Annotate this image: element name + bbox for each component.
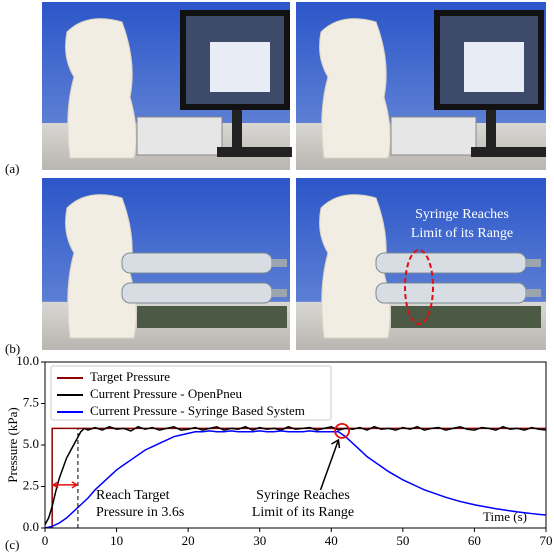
legend-label: Current Pressure - OpenPneu	[90, 386, 242, 401]
y-axis-label: Pressure (kPa)	[5, 407, 20, 482]
photo-syringe	[376, 283, 526, 303]
photo-plunger	[272, 289, 287, 297]
photo-syringe	[376, 253, 526, 273]
legend-label: Target Pressure	[90, 369, 170, 384]
photo-board	[137, 306, 287, 328]
photo-plunger	[526, 289, 541, 297]
photo-stand	[486, 110, 496, 150]
x-tick-label: 30	[253, 533, 266, 548]
annotation-arrow	[321, 440, 340, 490]
x-tick-label: 50	[396, 533, 409, 548]
panel-label: (c)	[5, 537, 19, 552]
photo-syringe	[122, 283, 272, 303]
photo-plunger	[272, 259, 287, 267]
x-axis-label: Time (s)	[483, 509, 527, 524]
annotation-circle	[335, 424, 349, 438]
photo-device	[137, 117, 222, 155]
annotation-text: Limit of its Range	[252, 505, 354, 520]
panel-label: (a)	[5, 161, 19, 176]
photo-base	[217, 147, 292, 157]
y-tick-label: 2.5	[23, 477, 39, 492]
annotation-text: Pressure in 3.6s	[96, 505, 184, 520]
x-tick-label: 60	[468, 533, 481, 548]
x-tick-label: 20	[182, 533, 195, 548]
chart: 0.0 2.5 5.0 7.5 10.0 0 10 20 30 40 50 60 70 Pressure …	[5, 353, 553, 548]
photo-stand	[232, 110, 242, 150]
photo-board	[391, 306, 541, 328]
x-tick-label: 70	[540, 533, 553, 548]
photo-torso	[66, 19, 137, 158]
annotation-text: Reach Target	[96, 488, 170, 503]
photo-annotation: Limit of its Range	[411, 226, 513, 241]
y-tick-label: 5.0	[23, 436, 39, 451]
photo-window	[464, 42, 524, 92]
y-tick-label: 0.0	[23, 519, 39, 534]
x-tick-label: 10	[110, 533, 123, 548]
annotation-text: Syringe Reaches	[256, 488, 350, 503]
x-tick-label: 0	[42, 533, 49, 548]
legend-label: Current Pressure - Syringe Based System	[90, 403, 305, 418]
figure: (a) (b) (c) Syringe Reaches Limit of its…	[0, 0, 554, 554]
photo-plunger	[526, 259, 541, 267]
photo-device	[391, 117, 476, 155]
photos	[42, 2, 546, 350]
photo-base	[471, 147, 546, 157]
photo-torso	[320, 19, 391, 158]
y-tick-label: 7.5	[23, 394, 39, 409]
photo-window	[210, 42, 270, 92]
photo-annotation: Syringe Reaches	[415, 207, 509, 222]
y-tick-label: 10.0	[16, 353, 39, 368]
photo-syringe	[122, 253, 272, 273]
annotation-arrow	[53, 482, 77, 488]
x-tick-label: 40	[325, 533, 338, 548]
